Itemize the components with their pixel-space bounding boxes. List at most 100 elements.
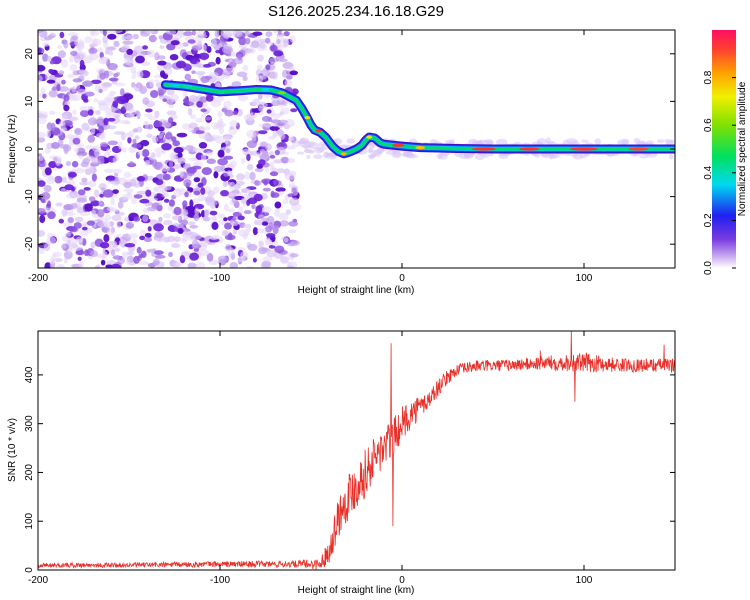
- spectrogram-noise-blob: [282, 198, 289, 205]
- spectrogram-noise-blob: [125, 35, 135, 40]
- spectrogram-noise-blob: [213, 171, 219, 179]
- spectrogram-noise-blob: [116, 96, 128, 105]
- spectrogram-noise-blob: [129, 161, 134, 166]
- spectrogram-noise-blob: [188, 264, 194, 268]
- spectrogram-noise-blob: [283, 31, 290, 37]
- spectrogram-noise-blob: [261, 221, 269, 226]
- spectrogram-noise-blob: [103, 82, 112, 87]
- spectrogram-noise-blob: [209, 210, 218, 216]
- spectrogram-noise-blob: [217, 149, 225, 158]
- spectrogram-noise-blob: [203, 209, 209, 218]
- spectrogram-noise-blob: [216, 75, 225, 82]
- spectrogram-noise-blob: [223, 100, 232, 108]
- spectrogram-noise-blob: [268, 222, 274, 231]
- spectrogram-noise-blob: [158, 216, 163, 222]
- spectrogram-noise-blob: [201, 167, 212, 176]
- spectrogram-ridge-core: [366, 135, 373, 139]
- spectrogram-noise-blob: [67, 247, 72, 254]
- spectrogram-noise-blob: [252, 227, 258, 236]
- spectrogram-noise-blob: [61, 114, 69, 121]
- spectrogram-noise-blob: [150, 152, 156, 158]
- spectrogram-noise-blob: [246, 153, 251, 162]
- spectrogram-noise-blob: [84, 249, 89, 257]
- spectrogram-noise-blob: [79, 109, 90, 118]
- spectrogram-noise-blob: [257, 130, 268, 135]
- spectrogram-noise-blob: [64, 100, 71, 106]
- spectrogram-haze-blob: [459, 152, 470, 160]
- spectrogram-noise-blob: [265, 37, 271, 44]
- spectrogram-noise-blob: [220, 190, 229, 197]
- spectrogram-noise-blob: [44, 167, 52, 176]
- spectrogram-noise-blob: [46, 175, 56, 185]
- spectrogram-noise-blob: [182, 42, 189, 47]
- spectrogram-haze-blob: [438, 153, 448, 160]
- spectrogram-noise-blob: [237, 53, 243, 61]
- spectrogram-noise-blob: [79, 59, 85, 68]
- spectrogram-noise-blob: [276, 168, 286, 174]
- spectrogram-noise-blob: [206, 158, 216, 165]
- snr-y-tick-label: 200: [24, 464, 35, 481]
- spectrogram-noise-blob: [77, 256, 82, 261]
- spectrogram-noise-blob: [112, 168, 122, 174]
- spectrogram-noise-blob: [81, 177, 88, 183]
- spectrogram-noise-blob: [116, 221, 122, 228]
- spectrogram-noise-blob: [241, 148, 252, 155]
- spectrogram-noise-blob: [258, 159, 266, 166]
- spectrogram-noise-blob: [153, 223, 164, 232]
- spectrogram-noise-blob: [46, 55, 52, 62]
- spectrogram-noise-blob: [123, 181, 132, 189]
- spectrogram-noise-blob: [229, 120, 238, 128]
- spectrogram-haze-blob: [485, 139, 494, 146]
- spectrogram-noise-blob: [57, 50, 66, 59]
- spectrogram-noise-blob: [134, 135, 140, 140]
- spectrogram-noise-blob: [136, 70, 144, 79]
- spectrogram-noise-blob: [140, 139, 150, 147]
- spectrogram-noise-blob: [47, 211, 56, 220]
- spectrogram-noise-blob: [254, 36, 262, 42]
- spectrogram-noise-blob: [84, 36, 93, 44]
- spectrogram-noise-blob: [58, 86, 69, 92]
- spectrogram-noise-blob: [275, 187, 286, 192]
- spectrogram-noise-blob: [48, 161, 57, 169]
- spectrogram-noise-blob: [195, 71, 206, 76]
- spectrogram-noise-blob: [189, 252, 200, 261]
- spectrogram-noise-blob: [210, 235, 217, 241]
- spectrogram-ridge-core: [519, 147, 540, 151]
- spectrogram-haze-blob: [429, 139, 438, 145]
- spectrogram-noise-blob: [71, 35, 79, 40]
- spectrogram-noise-blob: [158, 35, 163, 40]
- spectrogram-noise-blob: [96, 116, 105, 126]
- spectrogram-noise-blob: [106, 117, 116, 122]
- spectrogram-haze-blob: [368, 154, 375, 160]
- spectrogram-noise-blob: [133, 255, 140, 264]
- spectrogram-noise-blob: [105, 113, 116, 118]
- spectrogram-x-tick-label: 100: [576, 273, 593, 284]
- spectrogram-noise-blob: [75, 236, 84, 243]
- spectrogram-noise-blob: [262, 256, 273, 262]
- spectrogram-noise-blob: [211, 221, 219, 230]
- spectrogram-noise-blob: [193, 190, 201, 196]
- spectrogram-noise-blob: [290, 240, 300, 246]
- spectrogram-noise-blob: [289, 70, 299, 76]
- spectrogram-noise-blob: [54, 78, 64, 87]
- spectrogram-noise-blob: [101, 187, 106, 192]
- spectrogram-noise-blob: [157, 200, 163, 206]
- spectrogram-ridge-core: [304, 116, 311, 120]
- spectrogram-noise-blob: [65, 134, 75, 140]
- spectrogram-noise-blob: [170, 40, 180, 46]
- spectrogram-noise-blob: [146, 248, 157, 253]
- spectrogram-noise-blob: [242, 64, 249, 72]
- spectrogram-noise-blob: [162, 120, 167, 128]
- spectrogram-noise-blob: [191, 129, 197, 134]
- spectrogram-noise-blob: [139, 85, 148, 95]
- spectrogram-noise-blob: [217, 158, 229, 166]
- spectrogram-noise-blob: [63, 42, 69, 49]
- spectrogram-noise-blob: [93, 189, 100, 198]
- spectrogram-noise-blob: [245, 38, 251, 45]
- spectrogram-noise-blob: [242, 223, 252, 229]
- spectrogram-ridge-core: [261, 87, 270, 92]
- spectrogram-haze-blob: [581, 139, 589, 143]
- spectrogram-ridge-core: [168, 83, 181, 87]
- spectrogram-noise-blob: [110, 197, 115, 206]
- spectrogram-noise-blob: [200, 154, 207, 161]
